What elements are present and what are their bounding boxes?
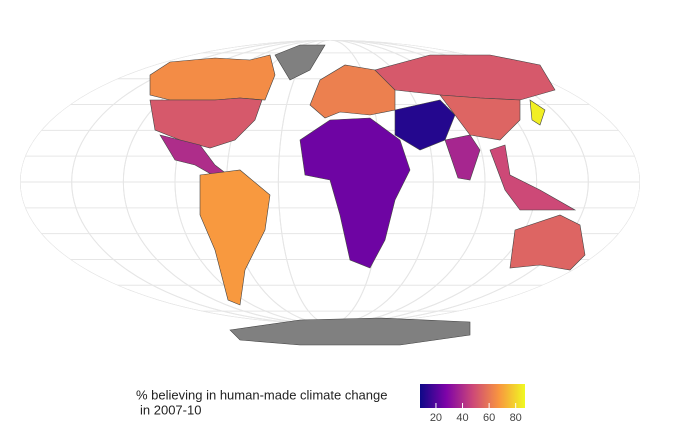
- country: [444, 134, 481, 181]
- colorbar: [420, 384, 525, 408]
- country: [199, 169, 271, 306]
- legend-title: % believing in human-made climate change: [136, 387, 387, 402]
- legend: % believing in human-made climate change…: [136, 384, 525, 424]
- country: [529, 99, 546, 126]
- country: [309, 64, 396, 119]
- colorbar-tick-label: 20: [430, 412, 442, 424]
- legend-title: in 2007-10: [140, 402, 201, 417]
- country-no-data: [274, 44, 326, 81]
- colorbar-tick-label: 80: [510, 412, 522, 424]
- country: [299, 117, 411, 269]
- country: [439, 94, 521, 141]
- country: [374, 54, 556, 101]
- country: [149, 54, 276, 101]
- colorbar-tick-label: 40: [456, 412, 468, 424]
- country: [149, 97, 263, 149]
- country: [509, 214, 586, 271]
- countries: [149, 44, 586, 346]
- colorbar-tick-label: 60: [483, 412, 495, 424]
- country: [489, 144, 577, 211]
- country-no-data: [229, 317, 471, 346]
